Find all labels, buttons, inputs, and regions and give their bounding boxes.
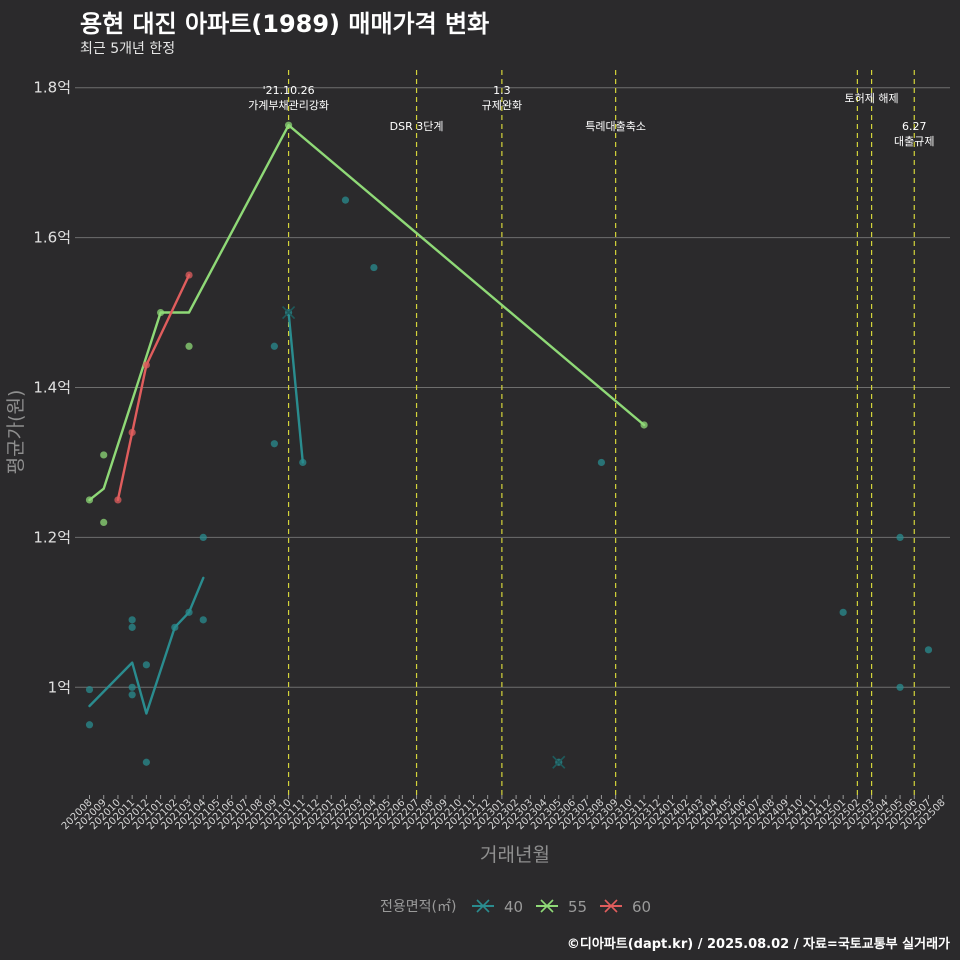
data-point-40 [370,263,378,272]
x-axis-title: 거래년월 [480,844,550,866]
series-line-55 [88,123,646,502]
legend-label-40: 40 [504,898,523,916]
legend-key-55 [540,899,554,913]
legend-key-60 [604,899,618,913]
legend-title: 전용면적(㎡) [380,899,456,915]
data-point-40 [128,623,136,631]
legend-key-40 [476,899,490,913]
data-point-55 [640,421,648,429]
series-segment-40 [287,311,304,464]
series-line-60 [116,273,191,502]
series-line-40 [88,576,205,715]
cross-marker-40 [552,755,566,769]
event-label: DSR 3단계 [390,120,444,133]
data-point-55 [85,496,94,504]
event-label: 1.3 [493,84,511,97]
data-point-40 [270,440,278,448]
y-tick-label: 1.4억 [33,379,71,397]
data-point-40 [142,758,150,766]
data-point-40 [128,691,136,699]
event-label: 토허제 해제 [845,91,899,105]
data-point-40 [199,616,207,624]
data-point-40 [85,685,94,694]
data-point-40 [171,623,179,631]
data-point-40 [85,721,94,729]
y-tick-label: 1.6억 [33,229,71,247]
data-point-40 [199,533,207,542]
data-point-55 [185,342,193,350]
data-point-40 [839,608,847,616]
event-label: 특례대출축소 [585,120,646,133]
y-tick-label: 1.8억 [33,79,71,97]
chart-title: 용현 대진 아파트(1989) 매매가격 변화 [80,10,490,38]
data-point-40 [896,533,904,542]
data-point-40 [128,616,136,624]
data-point-40 [185,608,193,616]
legend-label-55: 55 [568,898,587,916]
data-point-40 [341,196,350,204]
data-point-55 [284,121,293,129]
data-point-40 [142,661,150,669]
y-tick-label: 1.2억 [33,528,71,546]
data-point-40 [924,646,933,654]
cross-marker-40 [282,305,296,320]
legend-label-60: 60 [632,898,651,916]
data-point-55 [157,308,165,317]
data-point-55 [100,451,108,459]
event-label: 대출규제 [894,135,934,148]
data-point-40 [270,342,278,350]
data-point-40 [597,458,606,467]
data-point-55 [100,518,108,527]
event-label: 규제완화 [482,99,522,112]
chart-subtitle: 최근 5개년 한정 [80,41,176,57]
data-point-60 [142,361,150,369]
data-point-60 [185,271,193,279]
data-point-60 [114,496,122,504]
event-label: '21.10.26 [263,84,315,97]
event-label: 6.27 [902,120,927,133]
data-point-60 [128,428,136,437]
source-credit: ©디아파트(dapt.kr) / 2025.08.02 / 자료=국토교통부 실… [566,937,950,952]
data-point-40 [896,683,904,691]
event-label: 가계부채관리강화 [248,99,329,112]
data-point-40 [128,683,136,691]
y-axis-title: 평균가(원) [5,390,27,475]
data-point-40 [299,458,307,467]
y-tick-label: 1억 [48,678,71,696]
